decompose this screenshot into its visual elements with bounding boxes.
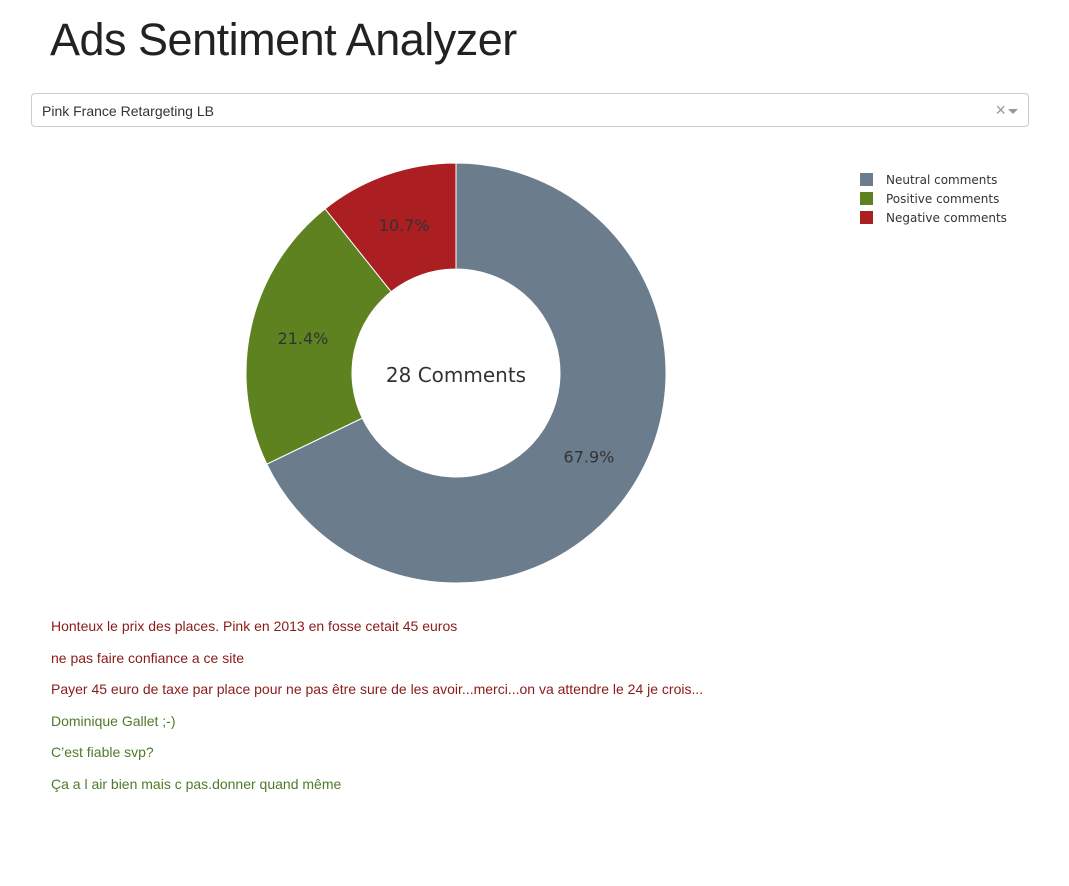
donut-slice-neutral[interactable] [266, 162, 667, 584]
legend-label-positive: Positive comments [886, 191, 1000, 206]
donut-slice-positive[interactable] [245, 208, 392, 465]
legend-item-negative[interactable]: Negative comments [860, 208, 1007, 227]
donut-slice-label-negative: 10.7% [379, 216, 430, 235]
donut-slice-label-neutral: 67.9% [564, 448, 615, 467]
clear-icon[interactable]: × [995, 100, 1006, 120]
legend-swatch-neutral [860, 173, 873, 186]
donut-slice-label-positive: 21.4% [278, 329, 329, 348]
comment-item: Ça a l air bien mais c pas.donner quand … [51, 775, 342, 792]
comment-item: Payer 45 euro de taxe par place pour ne … [51, 681, 704, 697]
donut-slice-negative[interactable] [324, 162, 457, 293]
sentiment-donut-chart: 67.9% 21.4% 10.7% 28 Comments [245, 162, 667, 584]
comment-list: Honteux le prix des places. Pink en 2013… [51, 616, 1031, 805]
comment-item: C’est fiable svp? [51, 744, 154, 760]
donut-slice-labels: 67.9% 21.4% 10.7% [278, 216, 615, 467]
comment-item: Honteux le prix des places. Pink en 2013… [51, 618, 458, 634]
donut-center-label: 28 Comments [386, 363, 526, 387]
page-title: Ads Sentiment Analyzer [50, 14, 517, 65]
legend-item-neutral[interactable]: Neutral comments [860, 170, 1007, 189]
chart-legend: Neutral comments Positive comments Negat… [860, 170, 1007, 227]
chevron-down-icon[interactable] [1008, 109, 1018, 114]
comment-item: ne pas faire confiance a ce site [51, 649, 245, 666]
donut-slices [245, 162, 667, 584]
legend-swatch-negative [860, 211, 873, 224]
legend-label-negative: Negative comments [886, 210, 1007, 225]
campaign-select[interactable]: Pink France Retargeting LB × [31, 93, 1029, 127]
comment-item: Dominique Gallet ;-) [51, 712, 176, 729]
campaign-select-value: Pink France Retargeting LB [42, 103, 214, 119]
legend-item-positive[interactable]: Positive comments [860, 189, 1007, 208]
legend-swatch-positive [860, 192, 873, 205]
legend-label-neutral: Neutral comments [886, 172, 998, 187]
